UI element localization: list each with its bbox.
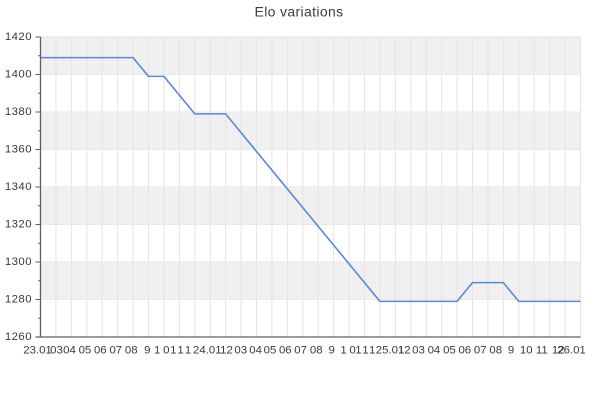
svg-text:1360: 1360 xyxy=(5,143,32,155)
svg-text:07: 07 xyxy=(294,345,307,357)
svg-text:1: 1 xyxy=(154,345,160,357)
svg-text:07: 07 xyxy=(474,345,487,357)
svg-text:9: 9 xyxy=(144,345,150,357)
svg-text:04: 04 xyxy=(63,345,76,357)
svg-text:07: 07 xyxy=(109,345,122,357)
svg-text:08: 08 xyxy=(125,345,138,357)
svg-text:1: 1 xyxy=(340,345,346,357)
svg-text:Elo variations: Elo variations xyxy=(255,4,344,20)
svg-text:11: 11 xyxy=(536,345,548,357)
svg-text:1280: 1280 xyxy=(5,293,32,305)
svg-text:1: 1 xyxy=(362,345,368,357)
svg-text:04: 04 xyxy=(428,345,441,357)
svg-text:05: 05 xyxy=(443,345,456,357)
svg-text:9: 9 xyxy=(329,345,335,357)
svg-text:08: 08 xyxy=(310,345,323,357)
svg-text:1420: 1420 xyxy=(5,31,32,43)
svg-text:23.01: 23.01 xyxy=(23,345,52,357)
svg-text:25.01: 25.01 xyxy=(376,345,405,357)
svg-text:03: 03 xyxy=(50,345,63,357)
svg-text:1380: 1380 xyxy=(5,106,32,118)
svg-text:10: 10 xyxy=(520,345,533,357)
svg-text:0: 0 xyxy=(349,345,355,357)
svg-text:03: 03 xyxy=(234,345,247,357)
svg-text:05: 05 xyxy=(264,345,277,357)
svg-text:1300: 1300 xyxy=(5,256,32,268)
svg-text:1400: 1400 xyxy=(5,68,32,80)
svg-text:12: 12 xyxy=(552,345,565,357)
svg-text:04: 04 xyxy=(249,345,262,357)
svg-text:1: 1 xyxy=(369,345,375,357)
svg-text:06: 06 xyxy=(279,345,292,357)
svg-text:12: 12 xyxy=(398,345,411,357)
svg-text:12: 12 xyxy=(220,345,233,357)
svg-text:24.01: 24.01 xyxy=(193,345,222,357)
svg-text:1: 1 xyxy=(185,345,191,357)
svg-text:1260: 1260 xyxy=(5,331,32,343)
svg-text:1: 1 xyxy=(170,345,176,357)
svg-text:26.01: 26.01 xyxy=(557,345,586,357)
svg-text:1: 1 xyxy=(177,345,183,357)
svg-text:1340: 1340 xyxy=(5,181,32,193)
svg-text:05: 05 xyxy=(79,345,92,357)
svg-text:08: 08 xyxy=(489,345,502,357)
svg-text:06: 06 xyxy=(458,345,471,357)
svg-text:9: 9 xyxy=(508,345,514,357)
svg-text:0: 0 xyxy=(163,345,169,357)
svg-text:1: 1 xyxy=(355,345,361,357)
svg-text:06: 06 xyxy=(94,345,107,357)
svg-text:03: 03 xyxy=(412,345,425,357)
svg-text:1320: 1320 xyxy=(5,218,32,230)
